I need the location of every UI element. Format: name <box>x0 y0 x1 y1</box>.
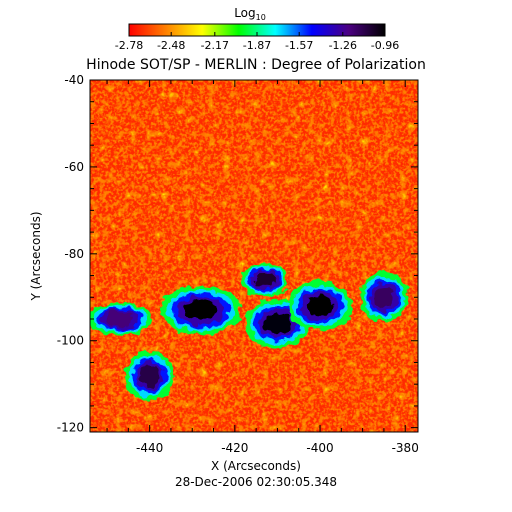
x-tick-label: -440 <box>136 441 163 455</box>
y-axis: -120 -100 -80 -60 -40 <box>57 73 418 435</box>
patch-core <box>373 286 395 308</box>
plot-area <box>90 80 418 432</box>
colorbar-tick-label: -2.17 <box>201 39 229 52</box>
colorbar-tick-label: -2.78 <box>115 39 143 52</box>
x-axis-label: X (Arcseconds) <box>211 459 301 473</box>
x-tick-label: -380 <box>392 441 419 455</box>
patch-core <box>263 312 292 334</box>
patch-core <box>254 272 275 287</box>
y-tick-label: -100 <box>57 334 84 348</box>
colorbar-ticks: -2.78 -2.48 -2.17 -1.87 -1.57 -1.26 -0.96 <box>115 32 399 52</box>
polarization-patch <box>90 302 153 336</box>
polarization-patch <box>125 350 174 401</box>
plot-frame <box>89 79 419 433</box>
colorbar-tick-label: -1.87 <box>243 39 271 52</box>
y-tick-label: -60 <box>64 160 84 174</box>
polarization-patch <box>359 272 409 323</box>
y-axis-label: Y (Arcseconds) <box>29 211 43 301</box>
polarization-patch <box>160 285 242 336</box>
y-tick-label: -80 <box>64 247 84 261</box>
patch-core <box>183 299 218 321</box>
x-tick-label: -400 <box>306 441 333 455</box>
patch-core <box>106 312 134 326</box>
polarization-patch <box>287 281 353 331</box>
colorbar-label-sub: 10 <box>256 13 266 22</box>
chart-subtitle: 28-Dec-2006 02:30:05.348 <box>175 475 337 489</box>
y-tick-label: -40 <box>64 73 84 87</box>
colorbar-tick-label: -1.57 <box>285 39 313 52</box>
patch-core <box>139 365 160 386</box>
y-tick-label: -120 <box>57 421 84 435</box>
colorbar-label-base: Log <box>234 6 255 20</box>
x-tick-label: -420 <box>221 441 248 455</box>
colorbar-tick-label: -1.26 <box>329 39 357 52</box>
chart-title: Hinode SOT/SP - MERLIN : Degree of Polar… <box>86 57 426 73</box>
polarization-patch <box>240 263 289 297</box>
x-axis: -440 -420 -400 -380 <box>106 80 419 455</box>
colorbar-label: Log10 <box>234 6 266 22</box>
colorbar-tick-label: -2.48 <box>157 39 185 52</box>
patch-core <box>306 295 334 317</box>
colorbar-tick-label: -0.96 <box>371 39 399 52</box>
heatmap-features <box>90 263 409 401</box>
